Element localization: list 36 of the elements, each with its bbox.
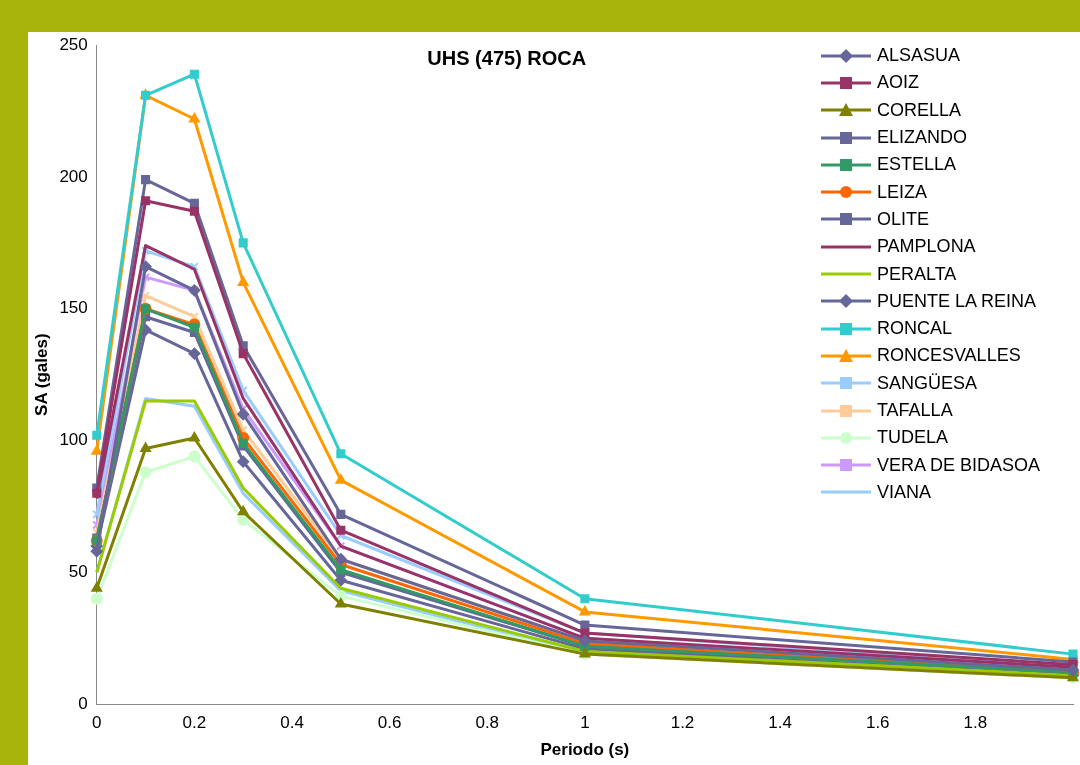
- legend-label: ALSASUA: [876, 45, 960, 67]
- legend-label: CORELLA: [876, 99, 961, 121]
- y-tick-label: 250: [59, 34, 88, 54]
- x-tick-label: 1.8: [963, 713, 988, 733]
- legend-label: SANGÜESA: [876, 372, 977, 394]
- y-tick-label: 100: [59, 430, 88, 450]
- legend-label: VERA DE BIDASOA: [876, 454, 1040, 476]
- legend-label: PERALTA: [876, 263, 957, 285]
- legend-label: TAFALLA: [876, 400, 953, 421]
- x-tick-label: 1.6: [865, 713, 890, 733]
- y-tick-label: 0: [78, 693, 88, 713]
- legend-label: RONCAL: [876, 318, 952, 340]
- legend-label: PUENTE LA REINA: [876, 290, 1036, 312]
- legend-label: RONCESVALLES: [876, 345, 1021, 367]
- legend-label: TUDELA: [876, 427, 948, 449]
- legend-label: LEIZA: [876, 181, 927, 203]
- y-tick-label: 200: [59, 166, 88, 186]
- y-tick-label: 50: [68, 562, 88, 582]
- y-tick-label: 150: [59, 298, 88, 318]
- x-tick-label: 0.2: [182, 713, 207, 733]
- x-tick-label: 0.8: [475, 713, 500, 733]
- legend-label: VIANA: [876, 481, 931, 503]
- legend-label: OLITE: [876, 208, 929, 230]
- x-tick-label: 0.4: [280, 713, 304, 733]
- y-axis-title: SA (gales): [31, 333, 51, 416]
- chart-title: UHS (475) ROCA: [427, 46, 587, 69]
- x-tick-label: 1.4: [768, 713, 792, 733]
- legend-label: ESTELLA: [876, 154, 956, 176]
- x-axis-title: Periodo (s): [540, 740, 630, 760]
- x-tick-label: 0.6: [377, 713, 402, 733]
- x-tick-label: 1: [580, 713, 590, 733]
- legend-label: PAMPLONA: [876, 236, 976, 258]
- x-tick-label: 1.2: [670, 713, 695, 733]
- legend-label: ELIZANDO: [876, 127, 967, 149]
- legend-label: AOIZ: [876, 72, 919, 94]
- x-tick-label: 0: [92, 713, 102, 733]
